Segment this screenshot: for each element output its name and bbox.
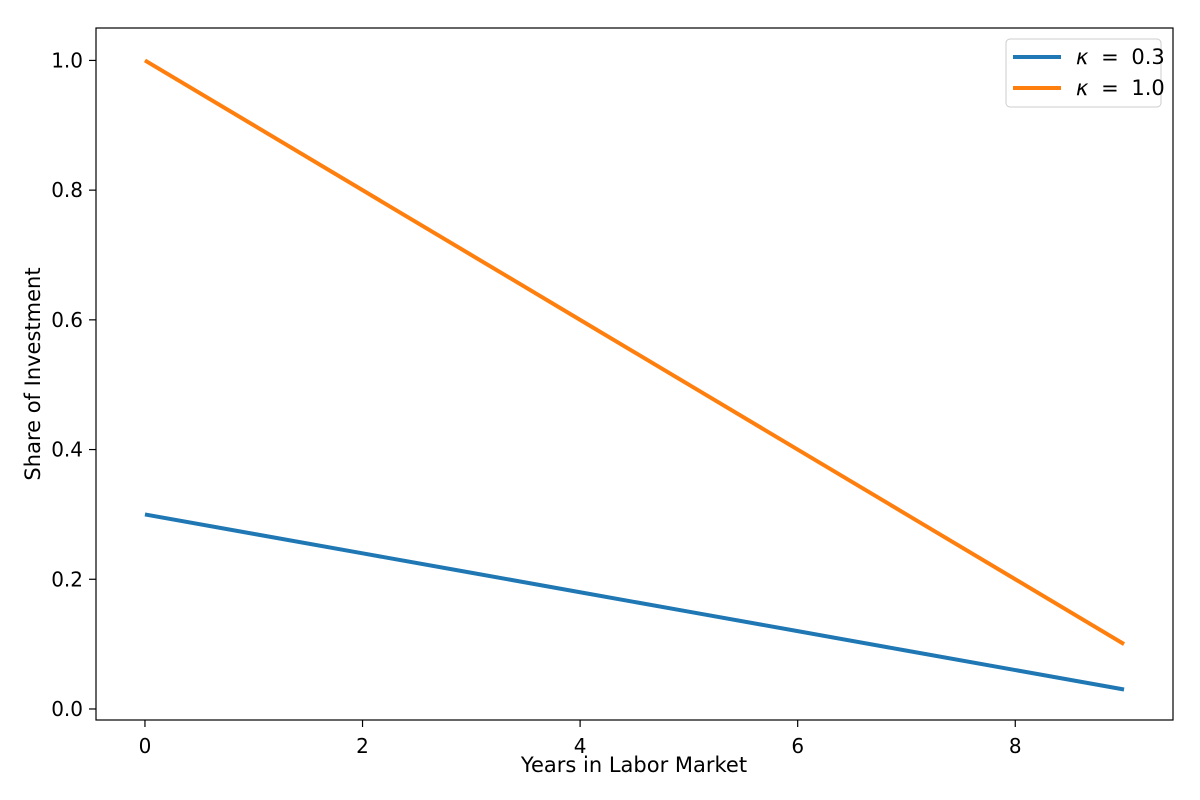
- y-axis-label: Share of Investment: [21, 267, 45, 480]
- x-axis: 0 2 4 6 8: [139, 720, 1022, 758]
- series-line-1: [143, 58, 1126, 646]
- legend-entry-kappa-1-0: κ = 1.0: [1013, 76, 1165, 100]
- x-tick-label-1: 2: [356, 734, 369, 758]
- legend-label-kappa-0-3: κ = 0.3: [1076, 45, 1165, 69]
- y-tick-label-2: 0.4: [51, 438, 83, 462]
- legend-kappa-symbol: κ: [1076, 76, 1089, 100]
- legend: κ = 0.3 κ = 1.0: [1005, 38, 1165, 108]
- legend-label-kappa-1-0: κ = 1.0: [1076, 76, 1165, 100]
- series-layer: [143, 58, 1126, 692]
- x-tick-label-0: 0: [139, 734, 152, 758]
- y-tick-label-3: 0.6: [51, 308, 83, 332]
- legend-value-0-3: 0.3: [1131, 45, 1164, 69]
- legend-entry-kappa-0-3: κ = 0.3: [1013, 45, 1165, 69]
- x-tick-label-4: 8: [1009, 734, 1022, 758]
- y-tick-label-4: 0.8: [51, 178, 83, 202]
- legend-kappa-symbol: κ: [1076, 45, 1089, 69]
- y-tick-label-1: 0.2: [51, 567, 83, 591]
- plot-area: [95, 27, 1174, 721]
- y-tick-label-0: 0.0: [51, 697, 83, 721]
- legend-equals-sign: =: [1101, 45, 1119, 69]
- series-line-0: [144, 512, 1125, 692]
- legend-value-1-0: 1.0: [1131, 76, 1164, 100]
- legend-equals-sign: =: [1101, 76, 1119, 100]
- x-tick-label-3: 6: [791, 734, 804, 758]
- x-axis-label: Years in Labor Market: [520, 753, 747, 777]
- x-tick-label-2: 4: [574, 734, 587, 758]
- plot-frame: [95, 27, 1174, 721]
- y-axis: 0.0 0.2 0.4 0.6 0.8 1.0: [51, 48, 96, 721]
- y-tick-label-5: 1.0: [51, 48, 83, 72]
